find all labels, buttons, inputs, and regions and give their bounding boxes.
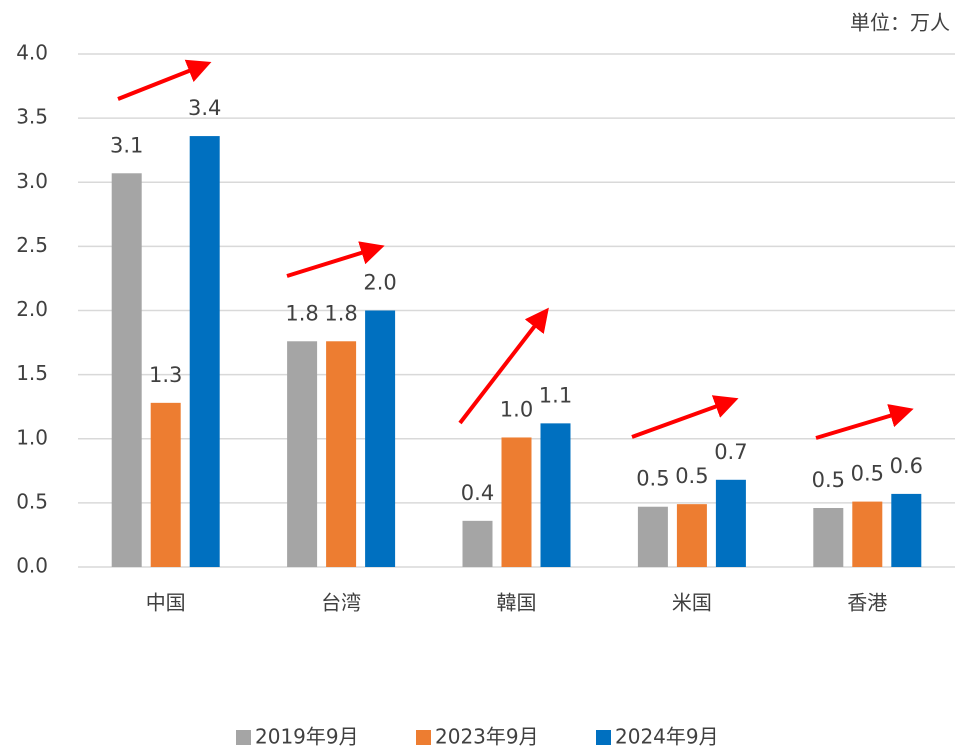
- data-label: 0.5: [675, 464, 708, 488]
- legend-swatch: [236, 730, 251, 745]
- unit-label: 単位：万人: [850, 11, 950, 35]
- data-label: 2.0: [363, 271, 396, 295]
- data-label: 1.8: [285, 301, 318, 325]
- bar: [540, 423, 571, 567]
- bar: [637, 506, 668, 567]
- data-label: 0.4: [461, 481, 494, 505]
- bar: [891, 493, 922, 567]
- legend-swatch: [596, 730, 611, 745]
- bar: [715, 479, 746, 567]
- y-tick-label: 0.5: [16, 489, 48, 513]
- x-tick-label: 中国: [146, 591, 186, 615]
- y-tick-label: 2.0: [16, 297, 48, 321]
- data-label: 0.7: [714, 440, 747, 464]
- y-tick-label: 4.0: [16, 41, 48, 65]
- bar: [365, 310, 396, 567]
- data-label: 1.8: [324, 301, 357, 325]
- y-tick-label: 0.0: [16, 554, 48, 578]
- bar: [852, 501, 883, 567]
- x-tick-label: 香港: [847, 591, 887, 615]
- bar: [462, 520, 493, 567]
- x-tick-label: 韓国: [497, 591, 537, 615]
- bar: [189, 136, 220, 567]
- data-label: 3.1: [110, 133, 143, 157]
- y-tick-label: 3.0: [16, 169, 48, 193]
- bar: [326, 341, 357, 567]
- legend-label: 2019年9月: [255, 725, 359, 749]
- data-label: 0.5: [636, 467, 669, 491]
- legend-label: 2024年9月: [615, 725, 719, 749]
- arrow: [117, 59, 212, 101]
- y-tick-label: 3.5: [16, 105, 48, 129]
- x-tick-label: 台湾: [321, 591, 361, 615]
- data-label: 1.0: [500, 397, 533, 421]
- data-label: 0.6: [890, 454, 923, 478]
- data-label: 1.3: [149, 363, 182, 387]
- legend-swatch: [416, 730, 431, 745]
- bar: [150, 402, 181, 567]
- arrow: [286, 241, 385, 278]
- bar: [813, 508, 844, 567]
- data-label: 0.5: [812, 468, 845, 492]
- x-tick-label: 米国: [672, 591, 712, 615]
- arrow: [631, 395, 739, 439]
- data-label: 0.5: [851, 462, 884, 486]
- data-label: 3.4: [188, 96, 221, 120]
- arrow: [815, 404, 914, 440]
- bar: [111, 173, 142, 567]
- data-label: 1.1: [539, 383, 572, 407]
- y-tick-label: 1.5: [16, 361, 48, 385]
- plot-area: 0.0 0.5 1.0 1.5 2.0 2.5 3.0 3.5 4.0 中国 3.1 1.3 3.4 台湾…: [16, 41, 955, 749]
- arrow: [458, 307, 549, 425]
- bar: [676, 504, 707, 567]
- bar: [287, 341, 318, 567]
- y-tick-label: 2.5: [16, 233, 48, 257]
- trend-arrows: [117, 59, 914, 440]
- bar: [501, 437, 532, 567]
- y-tick-label: 1.0: [16, 425, 48, 449]
- legend-label: 2023年9月: [435, 725, 539, 749]
